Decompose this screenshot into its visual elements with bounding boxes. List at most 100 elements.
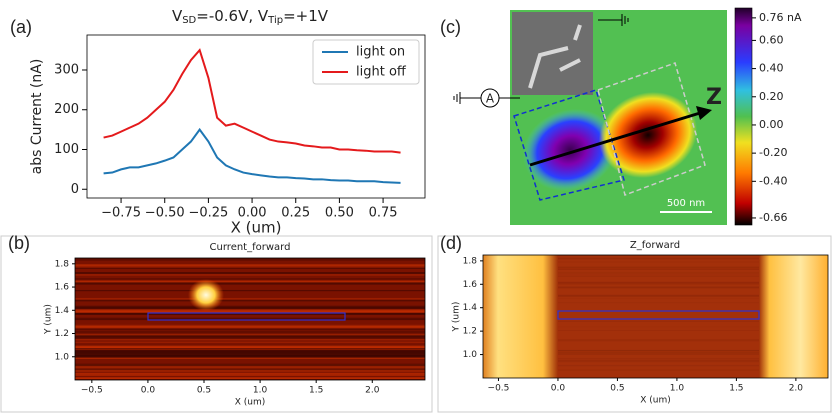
x-tick-label: −0.5 <box>81 385 103 395</box>
heatmap-texture <box>483 255 828 372</box>
texture-line <box>483 268 828 270</box>
x-tick-label: 0.50 <box>325 205 354 220</box>
texture-line <box>483 267 828 268</box>
scale-label: 500 nm <box>667 198 705 209</box>
texture-line <box>75 317 425 319</box>
plot-frame <box>86 34 426 199</box>
ammeter <box>480 88 500 108</box>
texture-line <box>75 337 425 341</box>
x-tick-label: 0.0 <box>551 383 566 393</box>
texture-line <box>483 281 828 284</box>
title-part: Tip <box>267 15 283 26</box>
texture-line <box>75 309 425 311</box>
x-tick-label: 2.0 <box>789 383 804 393</box>
line-series <box>103 127 401 184</box>
texture-line <box>483 255 828 256</box>
line-series <box>103 48 401 154</box>
texture-line <box>75 345 425 349</box>
texture-line <box>75 364 425 367</box>
texture-line <box>75 273 425 276</box>
colorbar-label: 0.00 <box>759 118 784 131</box>
colorbar-label: -0.40 <box>759 174 787 187</box>
texture-line <box>75 354 425 358</box>
y-tick-label: 300 <box>54 62 79 77</box>
texture-line <box>75 366 425 369</box>
texture-line <box>75 351 425 354</box>
panel-frame <box>0 235 433 413</box>
title-part: =-0.6V, V <box>196 7 269 25</box>
map-blob <box>598 91 698 179</box>
texture-line <box>483 357 828 359</box>
y-tick-label: 0 <box>71 182 79 197</box>
texture-line <box>75 356 425 360</box>
x-tick-label: −0.5 <box>488 383 510 393</box>
texture-line <box>75 335 425 337</box>
texture-line <box>75 377 425 379</box>
y-tick-label: 1.2 <box>463 327 477 337</box>
texture-line <box>75 348 425 349</box>
x-tick-label: 1.5 <box>729 383 743 393</box>
y-tick-label: 1.0 <box>55 352 70 362</box>
texture-line <box>483 266 828 268</box>
title-part: V <box>172 7 183 25</box>
colorbar-label: -0.20 <box>759 146 787 159</box>
scan-box <box>557 310 760 320</box>
texture-line <box>75 306 425 309</box>
texture-line <box>75 282 425 285</box>
colorbar <box>734 7 753 226</box>
chart-title: VSD=-0.6V, VTip=+1V <box>172 7 329 27</box>
texture-line <box>483 351 828 354</box>
colorbar-label: 0.76 nA <box>759 11 802 24</box>
texture-line <box>75 373 425 374</box>
texture-line <box>75 312 425 315</box>
colorbar-label: 0.20 <box>759 90 784 103</box>
texture-line <box>483 364 828 367</box>
texture-line <box>75 305 425 308</box>
panel-label: (b) <box>8 233 30 253</box>
texture-line <box>75 267 425 268</box>
texture-line <box>75 307 425 309</box>
texture-line <box>483 258 828 260</box>
texture-line <box>483 282 828 285</box>
texture-line <box>483 267 828 270</box>
texture-line <box>75 278 425 280</box>
panel-label: (a) <box>10 17 32 37</box>
title-part: =+1V <box>283 7 329 25</box>
sem-device <box>528 24 582 89</box>
y-tick-label: 1.8 <box>55 259 70 269</box>
title-part: SD <box>182 15 196 26</box>
texture-line <box>75 328 425 330</box>
y-tick-label: 1.6 <box>463 280 478 290</box>
bright-spot <box>188 279 224 311</box>
texture-line <box>75 264 425 267</box>
texture-line <box>75 297 425 300</box>
x-tick-label: −0.50 <box>145 205 185 220</box>
legend-label: light on <box>356 45 405 60</box>
texture-line <box>483 320 828 322</box>
texture-line <box>483 297 828 299</box>
texture-line <box>483 302 828 304</box>
texture-line <box>483 295 828 297</box>
axis-annotation: Z <box>706 85 722 110</box>
texture-line <box>483 350 828 352</box>
x-tick-label: −0.25 <box>188 205 228 220</box>
x-tick-label: 0.25 <box>281 205 310 220</box>
colorbar-label: -0.66 <box>759 211 787 224</box>
y-axis-label: Y (um) <box>452 302 462 333</box>
dashed-box <box>513 89 625 201</box>
heatmap-texture <box>75 258 425 379</box>
x-axis-label: X (um) <box>231 219 282 237</box>
texture-line <box>483 353 828 355</box>
x-tick-label: 0.0 <box>141 385 156 395</box>
texture-line <box>483 275 828 277</box>
texture-line <box>75 368 425 371</box>
texture-line <box>75 349 425 352</box>
texture-line <box>483 286 828 288</box>
texture-line <box>75 272 425 274</box>
bright-edge <box>759 255 828 378</box>
texture-line <box>75 337 425 339</box>
texture-line <box>75 341 425 343</box>
texture-line <box>75 330 425 334</box>
bright-edge <box>483 255 558 378</box>
